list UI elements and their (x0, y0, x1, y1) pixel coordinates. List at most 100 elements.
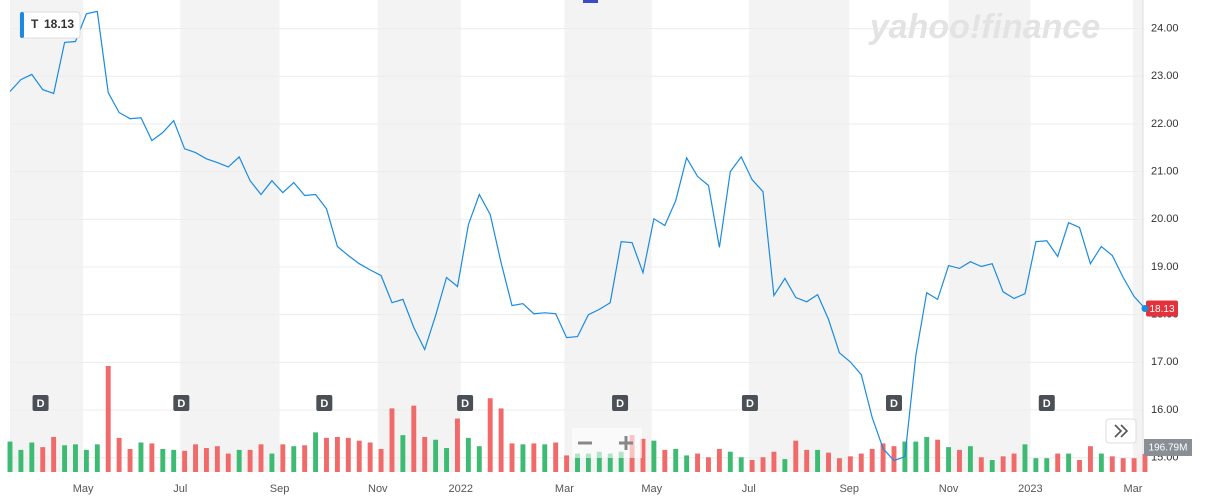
volume-bar (673, 448, 679, 472)
volume-bar (400, 435, 406, 472)
volume-bar (1055, 453, 1061, 472)
volume-tag (1144, 439, 1192, 456)
volume-bar (989, 460, 995, 472)
dividend-label: D (461, 398, 469, 410)
volume-bar (520, 444, 526, 472)
volume-bar (291, 446, 297, 472)
volume-bar (51, 436, 57, 472)
volume-bar (411, 405, 417, 472)
scroll-button[interactable] (1105, 418, 1137, 444)
volume-bar (487, 398, 493, 472)
x-tick-label: Jul (173, 483, 187, 495)
volume-bar (454, 418, 460, 472)
x-tick-label: Jul (742, 483, 756, 495)
y-tick-label: 21.00 (1151, 166, 1179, 178)
month-bands (10, 0, 1143, 472)
volume-bar (1033, 458, 1039, 472)
y-tick-label: 17.00 (1151, 356, 1179, 368)
y-tick-label: 23.00 (1151, 70, 1179, 82)
volume-bar (880, 443, 886, 472)
x-tick-label: 2023 (1018, 483, 1042, 495)
dividend-label: D (890, 398, 898, 410)
x-tick-label: Sep (270, 483, 290, 495)
volume-bar (858, 453, 864, 472)
volume-bar (716, 448, 722, 472)
volume-bar (804, 449, 810, 472)
volume-bar (891, 446, 897, 472)
dividend-marker (612, 395, 629, 411)
volume-bar (313, 432, 319, 472)
y-tick-label: 20.00 (1151, 213, 1179, 225)
volume-bar (1087, 446, 1093, 472)
volume-bar (345, 437, 351, 472)
x-tick-label: May (641, 483, 662, 495)
volume-bar (225, 453, 231, 472)
volume-bar (116, 437, 122, 472)
volume-bar (651, 440, 657, 472)
volume-bar (1022, 444, 1028, 472)
x-tick-label: Mar (1124, 483, 1143, 495)
zoom-in[interactable] (619, 436, 633, 450)
volume-bar (1044, 458, 1050, 472)
volume-bar (444, 448, 449, 472)
dividend-marker (32, 395, 49, 411)
dividend-marker (741, 395, 758, 411)
volume-bar (542, 444, 548, 472)
volume-bar (935, 439, 941, 472)
top-handle[interactable] (583, 0, 598, 3)
month-band (948, 0, 1031, 472)
volume-bar (869, 448, 875, 472)
volume-bar (18, 449, 24, 472)
month-band (564, 0, 652, 472)
volume-bar (236, 449, 242, 472)
volume-bar (389, 408, 395, 472)
volume-bar (1011, 453, 1017, 472)
volume-bar (640, 438, 646, 472)
volume-bar (553, 442, 559, 472)
volume-bar (498, 408, 504, 472)
volume-bar (793, 440, 799, 472)
dividend-marker (457, 395, 474, 411)
volume-bar (367, 442, 373, 472)
last-point (1141, 304, 1149, 312)
dividend-label: D (746, 398, 754, 410)
volume-bar (422, 436, 428, 472)
volume-bar (356, 440, 362, 472)
volume-bar (1142, 453, 1148, 472)
volume-bar (193, 444, 198, 472)
volume-bar (1098, 453, 1104, 472)
volume-bar (749, 460, 755, 472)
x-tick-label: Nov (939, 483, 959, 495)
volume-bar (1120, 458, 1126, 472)
volume-bar (149, 443, 155, 472)
dividend-marker (173, 395, 190, 411)
volume-bar (40, 447, 46, 472)
dividend-label: D (177, 398, 185, 410)
month-band (377, 0, 461, 472)
volume-tag-label: 196.79M (1149, 443, 1188, 454)
volume-bar (269, 453, 275, 472)
volume-bar (847, 456, 853, 472)
dividend-marker (316, 395, 333, 411)
y-tick-label: 19.00 (1151, 261, 1179, 273)
dividend-marker (1038, 395, 1055, 411)
volume-bar (706, 457, 711, 472)
volume-bar (913, 441, 919, 472)
volume-bar (1077, 460, 1082, 472)
month-band (180, 0, 280, 472)
volume-bar (738, 457, 744, 472)
volume-bar (826, 452, 831, 472)
price-line (9, 10, 1146, 462)
volume-bar (378, 448, 384, 472)
volume-bar (324, 437, 329, 472)
volume-bar (1109, 456, 1115, 472)
month-band (748, 0, 850, 472)
volume-bar (7, 441, 13, 472)
volume-bar (760, 457, 766, 472)
price-tag (1146, 300, 1178, 317)
volume-bar (662, 449, 668, 472)
volume-bar (280, 444, 286, 472)
volume-bar (105, 366, 111, 472)
